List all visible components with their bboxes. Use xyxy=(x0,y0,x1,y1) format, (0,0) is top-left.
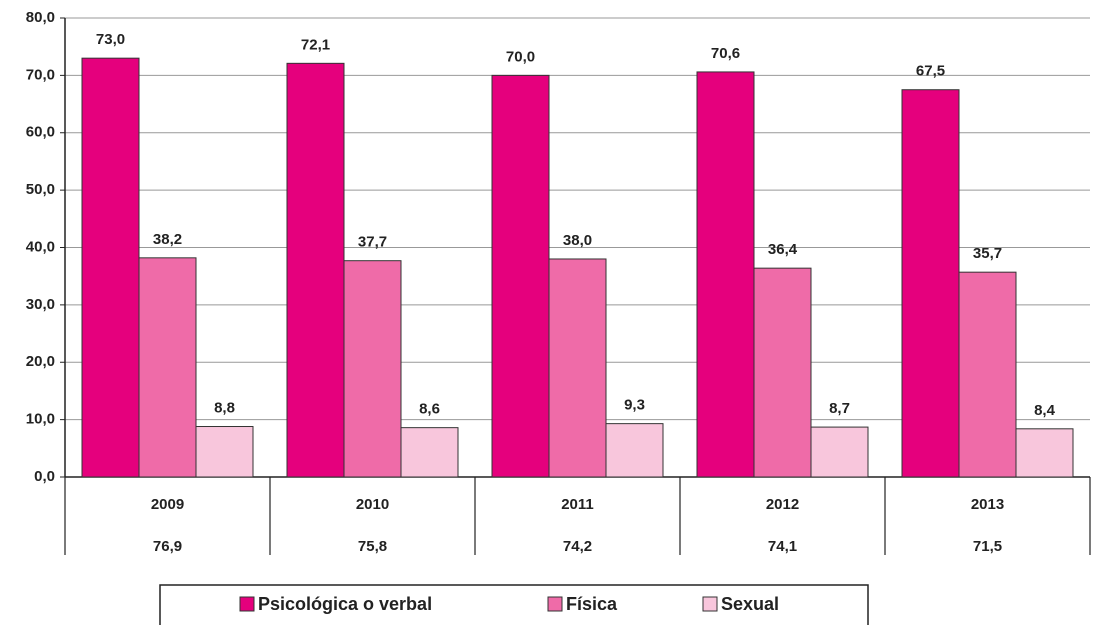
y-tick-label: 80,0 xyxy=(26,9,55,26)
x-tick-label: 2013 xyxy=(971,496,1004,513)
data-label: 9,3 xyxy=(624,397,645,414)
data-label: 73,0 xyxy=(96,31,125,48)
legend-label: Psicológica o verbal xyxy=(258,594,432,614)
y-tick-label: 50,0 xyxy=(26,181,55,198)
legend-label: Física xyxy=(566,594,618,614)
total-label: 71,5 xyxy=(973,538,1002,555)
bar xyxy=(696,71,755,478)
total-label: 74,2 xyxy=(563,538,592,555)
legend-box xyxy=(159,584,869,625)
legend-swatch xyxy=(702,596,718,612)
data-label: 72,1 xyxy=(301,36,330,53)
bar xyxy=(400,427,459,478)
data-label: 70,6 xyxy=(711,45,740,62)
bar xyxy=(286,62,345,478)
data-label: 37,7 xyxy=(358,234,387,251)
data-label: 8,7 xyxy=(829,400,850,417)
bar xyxy=(138,257,197,478)
data-label: 8,4 xyxy=(1034,402,1056,419)
bar xyxy=(491,74,550,478)
data-label: 38,0 xyxy=(563,232,592,249)
y-tick-label: 60,0 xyxy=(26,124,55,141)
y-tick-label: 10,0 xyxy=(26,411,55,428)
y-tick-label: 70,0 xyxy=(26,66,55,83)
legend-swatch xyxy=(547,596,563,612)
bar xyxy=(605,423,664,478)
x-tick-label: 2012 xyxy=(766,496,799,513)
data-label: 70,0 xyxy=(506,48,535,65)
bar xyxy=(548,258,607,478)
data-label: 8,6 xyxy=(419,401,440,418)
data-label: 36,4 xyxy=(768,241,798,258)
legend-label: Sexual xyxy=(721,594,779,614)
x-tick-label: 2011 xyxy=(561,496,594,513)
bar xyxy=(753,267,812,478)
x-tick-label: 2010 xyxy=(356,496,389,513)
y-tick-label: 30,0 xyxy=(26,296,55,313)
bar xyxy=(958,271,1017,478)
bar xyxy=(810,426,869,478)
y-tick-label: 0,0 xyxy=(34,468,55,485)
y-tick-label: 20,0 xyxy=(26,353,55,370)
x-tick-label: 2009 xyxy=(151,496,184,513)
bar xyxy=(1015,428,1074,478)
total-label: 76,9 xyxy=(153,538,182,555)
data-label: 35,7 xyxy=(973,245,1002,262)
total-label: 75,8 xyxy=(358,538,387,555)
bar xyxy=(81,57,140,478)
total-label: 74,1 xyxy=(768,538,797,555)
bar xyxy=(195,426,254,478)
data-label: 38,2 xyxy=(153,231,182,248)
data-label: 67,5 xyxy=(916,63,945,80)
data-label: 8,8 xyxy=(214,399,235,416)
legend-swatch xyxy=(239,596,255,612)
bar xyxy=(901,89,960,478)
bar xyxy=(343,260,402,478)
y-tick-label: 40,0 xyxy=(26,238,55,255)
